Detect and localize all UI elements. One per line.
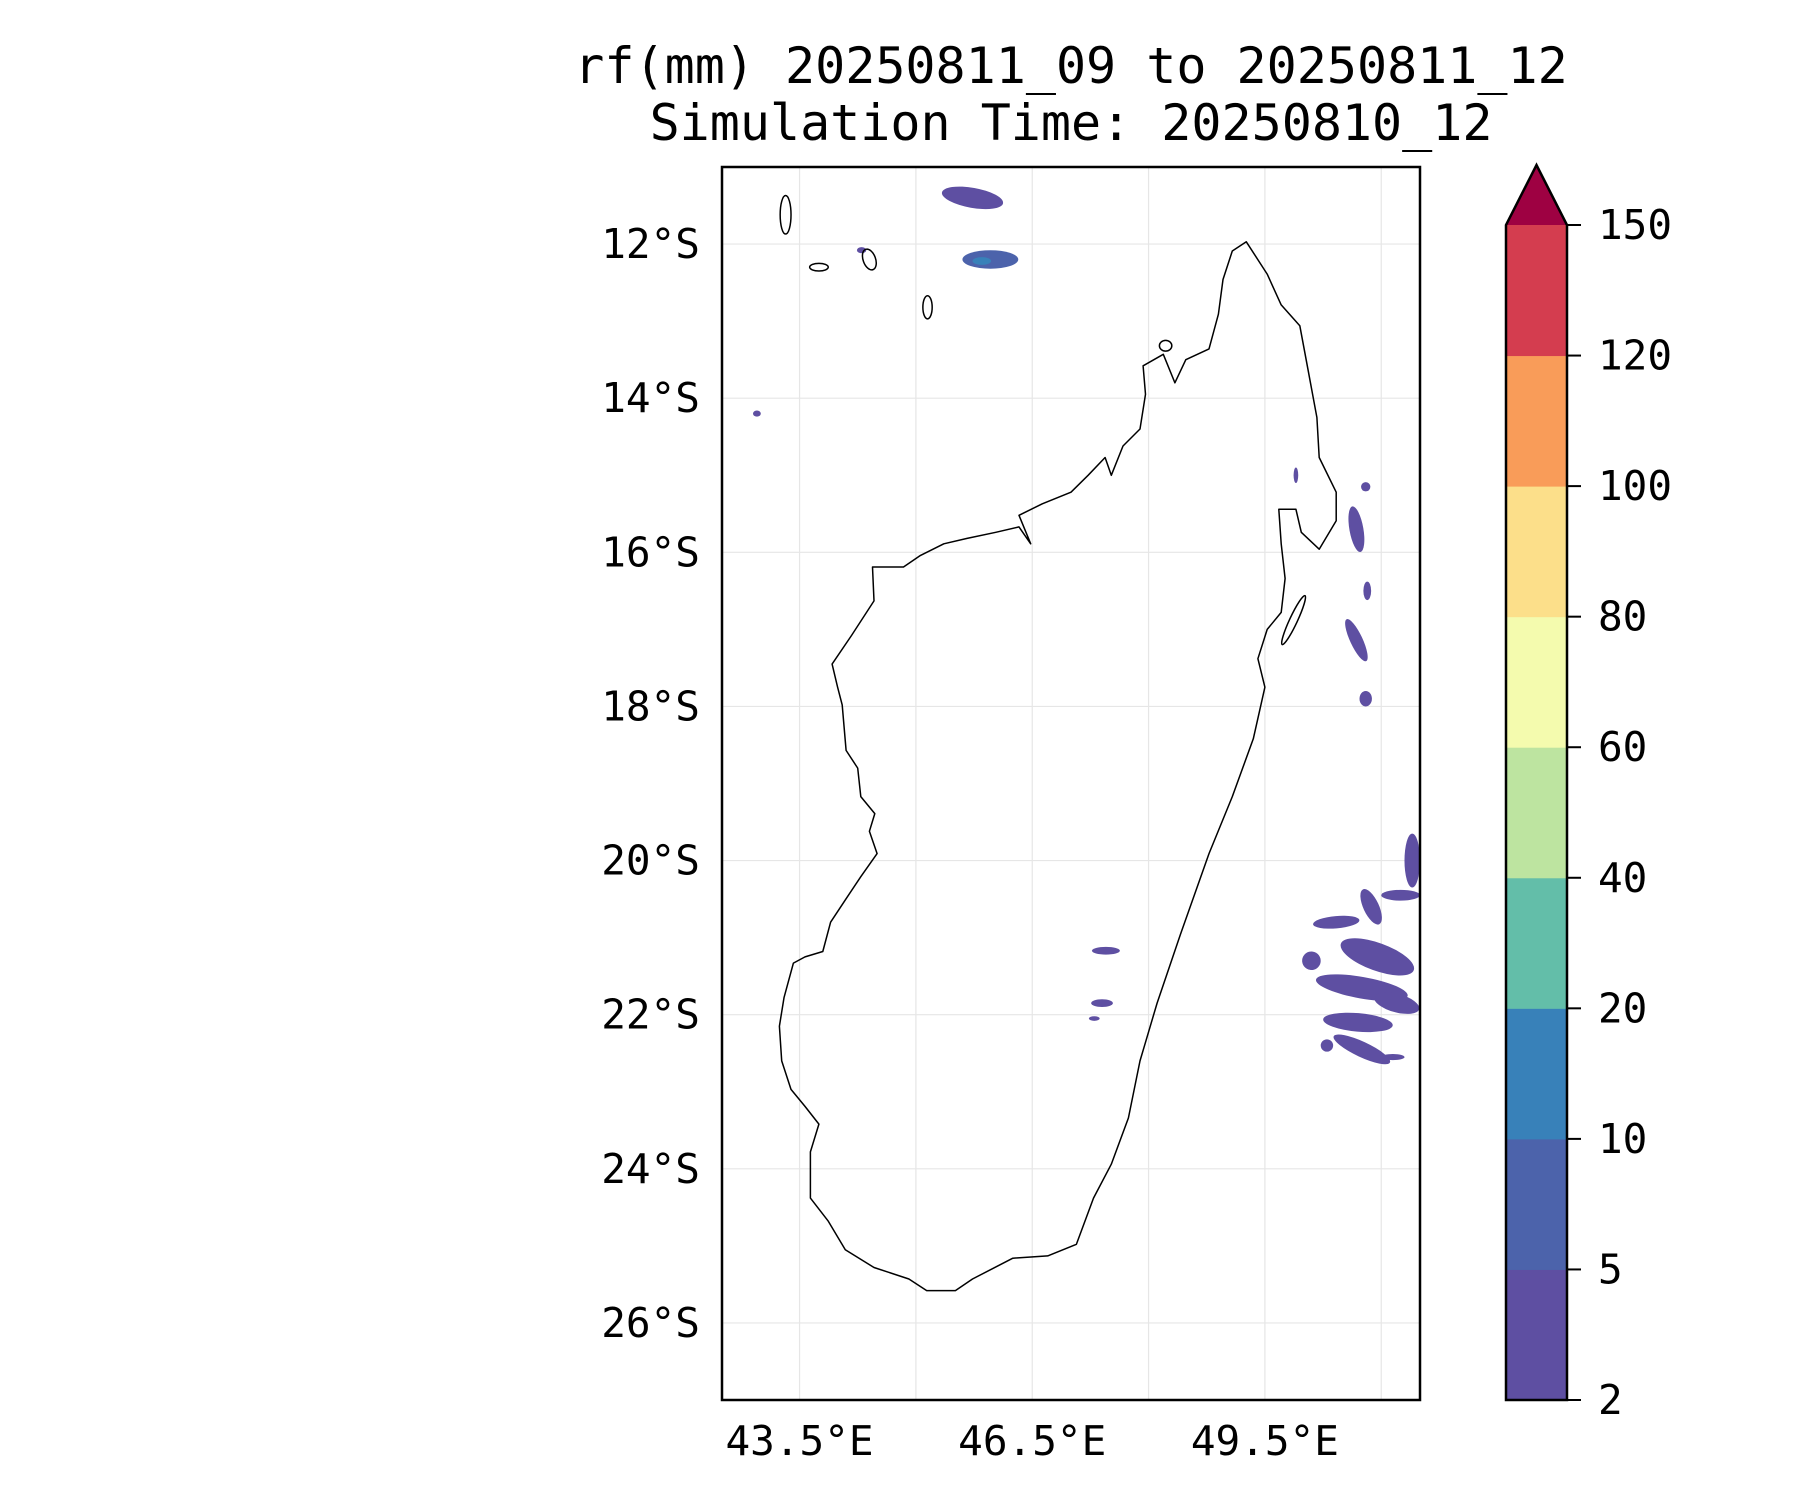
rain-cell	[1363, 581, 1372, 601]
colorbar-outline	[1504, 162, 1569, 1402]
y-tick-label: 26°S	[601, 1299, 700, 1347]
chart-title-line-1: rf(mm) 20250811_09 to 20250811_12	[574, 37, 1567, 95]
colorbar-tick-label: 20	[1598, 984, 1647, 1032]
colorbar-tick-label: 60	[1598, 723, 1647, 771]
rain-cell	[1381, 1053, 1405, 1061]
rain-cell	[1348, 506, 1365, 552]
rain-cell	[962, 250, 1019, 269]
rain-cell	[1293, 467, 1299, 483]
rain-cell	[1345, 619, 1368, 662]
colorbar-segment	[1506, 225, 1567, 357]
rainfall-field	[753, 186, 1420, 1065]
rain-cell	[1333, 1034, 1391, 1065]
colorbar-tick-label: 150	[1598, 201, 1672, 249]
island-coastline	[808, 262, 830, 272]
rain-cell	[1359, 691, 1372, 707]
colorbar-tick-label: 10	[1598, 1115, 1647, 1163]
x-tick-label: 49.5°E	[1191, 1417, 1339, 1465]
colorbar-segment	[1506, 616, 1567, 748]
colorbar-segment	[1506, 1138, 1567, 1270]
colorbar: 2 5 10 20 40 60 80 100 120 150	[1504, 162, 1672, 1424]
gridlines	[722, 167, 1420, 1400]
rain-cell	[941, 186, 1004, 210]
rain-cell	[972, 257, 992, 265]
rain-cell	[1374, 992, 1420, 1014]
x-axis-ticks: 43.5°E 46.5°E 49.5°E	[726, 1417, 1339, 1465]
colorbar-tick-label: 100	[1598, 462, 1672, 510]
x-tick-label: 43.5°E	[726, 1417, 874, 1465]
colorbar-tick-label: 80	[1598, 593, 1647, 641]
rain-cell	[1381, 889, 1420, 901]
colorbar-tick-label: 40	[1598, 854, 1647, 902]
island-coastline	[861, 248, 878, 271]
rain-cell	[1340, 938, 1415, 976]
colorbar-segment	[1506, 877, 1567, 1009]
rain-cell	[1313, 915, 1360, 929]
island-coastline	[779, 194, 792, 235]
colorbar-segment	[1506, 1008, 1567, 1140]
colorbar-tick-label: 120	[1598, 332, 1672, 380]
rain-cell	[1091, 946, 1120, 955]
y-tick-label: 14°S	[601, 374, 700, 422]
coastlines	[778, 194, 1337, 1292]
colorbar-segment	[1506, 1269, 1567, 1401]
rain-cell	[1360, 889, 1382, 925]
rain-cell	[753, 410, 761, 417]
rain-cell	[1302, 951, 1321, 971]
colorbar-tick-label: 5	[1598, 1245, 1623, 1293]
y-tick-label: 16°S	[601, 528, 700, 576]
y-tick-label: 22°S	[601, 991, 700, 1039]
x-tick-label: 46.5°E	[958, 1417, 1106, 1465]
y-tick-label: 24°S	[601, 1145, 700, 1193]
y-tick-label: 12°S	[601, 220, 700, 268]
rain-cell	[1320, 1039, 1334, 1052]
rain-cell	[1323, 1012, 1393, 1033]
rain-cell	[1361, 482, 1371, 492]
colorbar-tick-label: 2	[1598, 1376, 1623, 1424]
island-coastline	[1280, 594, 1307, 646]
colorbar-segment	[1506, 747, 1567, 879]
colorbar-segment	[1506, 486, 1567, 618]
island-coastline	[922, 294, 933, 320]
y-axis-ticks: 12°S 14°S 16°S 18°S 20°S 22°S 24°S 26°S	[601, 220, 700, 1347]
y-tick-label: 18°S	[601, 682, 700, 730]
map-frame	[720, 165, 1422, 1402]
colorbar-extend-arrow	[1506, 165, 1567, 225]
island-coastline	[1158, 339, 1173, 352]
y-tick-label: 20°S	[601, 837, 700, 885]
rain-cell	[1088, 1016, 1100, 1021]
rain-cell	[1091, 999, 1113, 1007]
rain-cell	[1404, 833, 1420, 888]
chart-title-line-2: Simulation Time: 20250810_12	[650, 94, 1493, 152]
madagascar-coastline	[778, 241, 1337, 1292]
colorbar-segment	[1506, 355, 1567, 487]
